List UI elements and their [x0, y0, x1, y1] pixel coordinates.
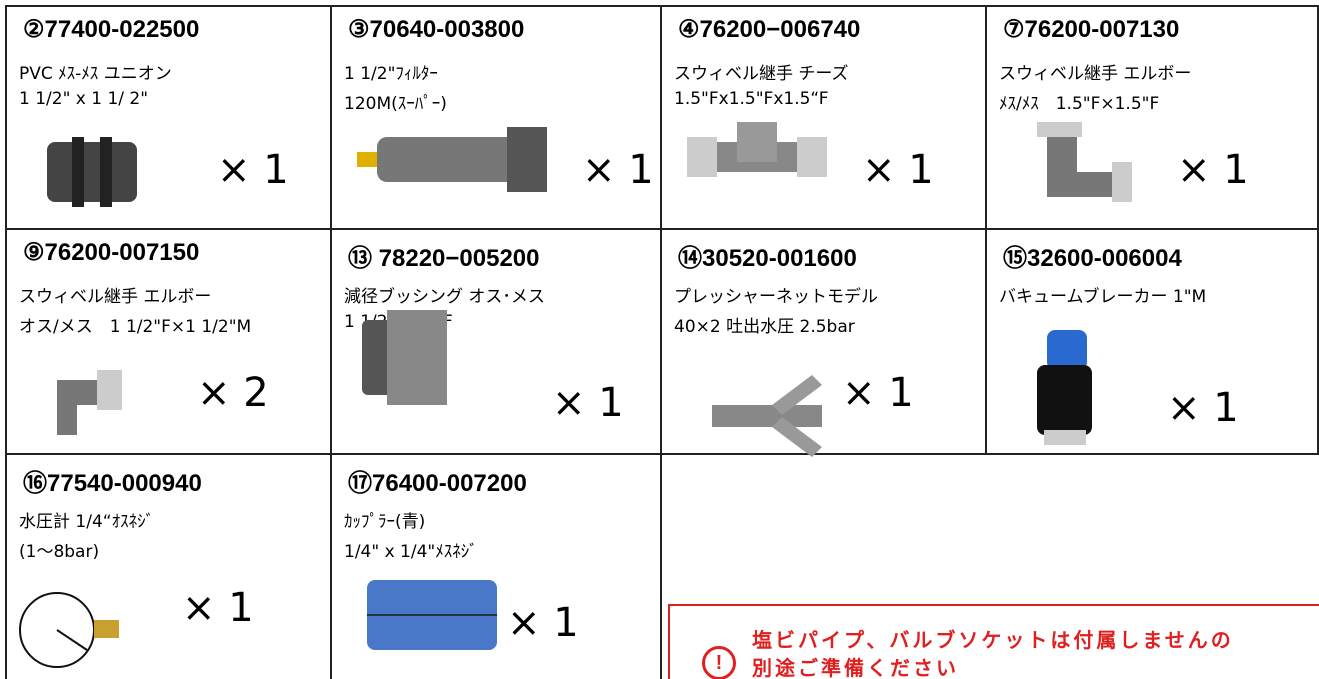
item-desc: 1 1/2" x 1 1/ 2"	[19, 89, 149, 109]
item-desc: ﾒｽ/ﾒｽ 1.5"F×1.5"F	[999, 94, 1160, 114]
item-image	[352, 310, 462, 414]
notice: ! 塩ビパイプ、バルブソケットは付属しませんの 別途ご準備ください	[668, 604, 1319, 679]
item-image	[712, 375, 837, 469]
item-qty: × 1	[507, 600, 579, 646]
item-desc: 減径ブッシング オス･メス	[344, 287, 545, 307]
item-code: ⑭30520-001600	[678, 245, 857, 272]
notice-line: 塩ビパイプ、バルブソケットは付属しませんの	[752, 628, 1234, 652]
item-qty: × 1	[552, 380, 624, 426]
item-desc: プレッシャーネットモデル	[674, 287, 878, 307]
item-code: ④76200−006740	[678, 16, 861, 43]
item-desc: スウィベル継手 エルボー	[19, 287, 212, 307]
item-desc: スウィベル継手 エルボー	[999, 64, 1192, 84]
part-drawing	[1037, 330, 1092, 445]
item-desc: 1/4" x 1/4"ﾒｽﾈｼﾞ	[344, 542, 478, 562]
item-qty: × 1	[862, 147, 934, 193]
item-desc: 1 1/2"ﾌｨﾙﾀｰ	[344, 64, 438, 84]
item-code: ⑬ 78220−005200	[348, 245, 540, 272]
part-drawing	[712, 375, 822, 457]
item-desc: 水圧計 1/4“ｵｽﾈｼﾞ	[19, 512, 155, 532]
item-qty: × 2	[197, 370, 269, 416]
item-desc: PVC ﾒｽ-ﾒｽ ユニオン	[19, 64, 172, 84]
item-cell: ⑭30520-001600 プレッシャーネットモデル 40×2 吐出水圧 2.5ba…	[660, 228, 987, 457]
item-qty: × 1	[217, 147, 289, 193]
item-qty: × 1	[842, 370, 914, 416]
item-qty: × 1	[1167, 385, 1239, 431]
notice-icon: !	[702, 646, 736, 679]
item-image	[687, 122, 847, 201]
item-desc: オス/メス 1 1/2"F×1 1/2"M	[19, 317, 252, 337]
item-image	[42, 137, 152, 211]
item-desc: スウィベル継手 チーズ	[674, 64, 849, 84]
item-cell: ⑰76400-007200 ｶｯﾌﾟﾗｰ(青) 1/4" x 1/4"ﾒｽﾈｼﾞ × …	[330, 453, 662, 679]
item-code: ⑨76200-007150	[23, 239, 200, 266]
item-image	[47, 355, 137, 444]
item-cell: ③70640-003800 1 1/2"ﾌｨﾙﾀｰ 120M(ｽｰﾊﾟｰ) × 1	[330, 5, 662, 230]
item-desc: 1.5"Fx1.5"Fx1.5“F	[674, 89, 829, 109]
item-desc: 120M(ｽｰﾊﾟｰ)	[344, 94, 447, 114]
part-drawing	[57, 370, 122, 435]
part-drawing	[687, 122, 827, 177]
item-desc: バキュームブレーカー 1"M	[999, 287, 1207, 307]
item-qty: × 1	[1177, 147, 1249, 193]
item-qty: × 1	[182, 585, 254, 631]
item-image	[357, 122, 567, 206]
part-drawing	[362, 310, 447, 405]
part-drawing	[357, 127, 547, 192]
part-drawing	[47, 137, 137, 207]
item-image	[17, 590, 132, 674]
item-code: ⑯77540-000940	[23, 470, 202, 497]
item-cell: ⑦76200-007130 スウィベル継手 エルボー ﾒｽ/ﾒｽ 1.5"F×1.5…	[985, 5, 1319, 230]
item-code: ②77400-022500	[23, 16, 200, 43]
item-cell: ②77400-022500 PVC ﾒｽ-ﾒｽ ユニオン 1 1/2" x 1 1/…	[5, 5, 332, 230]
item-code: ③70640-003800	[348, 16, 525, 43]
item-desc: 40×2 吐出水圧 2.5bar	[674, 317, 855, 337]
notice-line: 別途ご準備ください	[752, 656, 959, 679]
item-desc: ｶｯﾌﾟﾗｰ(青)	[344, 512, 426, 532]
item-qty: × 1	[582, 147, 654, 193]
item-image	[1027, 122, 1147, 211]
item-image	[367, 575, 507, 659]
part-drawing	[1037, 122, 1132, 202]
part-drawing	[19, 592, 119, 668]
item-cell: ④76200−006740 スウィベル継手 チーズ 1.5"Fx1.5"Fx1.5“…	[660, 5, 987, 230]
item-cell: ⑯77540-000940 水圧計 1/4“ｵｽﾈｼﾞ (1～8bar) × 1	[5, 453, 332, 679]
item-cell: ⑨76200-007150 スウィベル継手 エルボーオス/メス 1 1/2"F×1…	[5, 228, 332, 455]
part-drawing	[367, 580, 497, 650]
item-cell: ⑮32600-006004 バキュームブレーカー 1"M × 1	[985, 228, 1319, 455]
item-code: ⑮32600-006004	[1003, 245, 1182, 272]
item-code: ⑰76400-007200	[348, 470, 527, 497]
item-image	[1032, 330, 1112, 454]
item-desc: (1～8bar)	[19, 542, 100, 562]
item-code: ⑦76200-007130	[1003, 16, 1180, 43]
